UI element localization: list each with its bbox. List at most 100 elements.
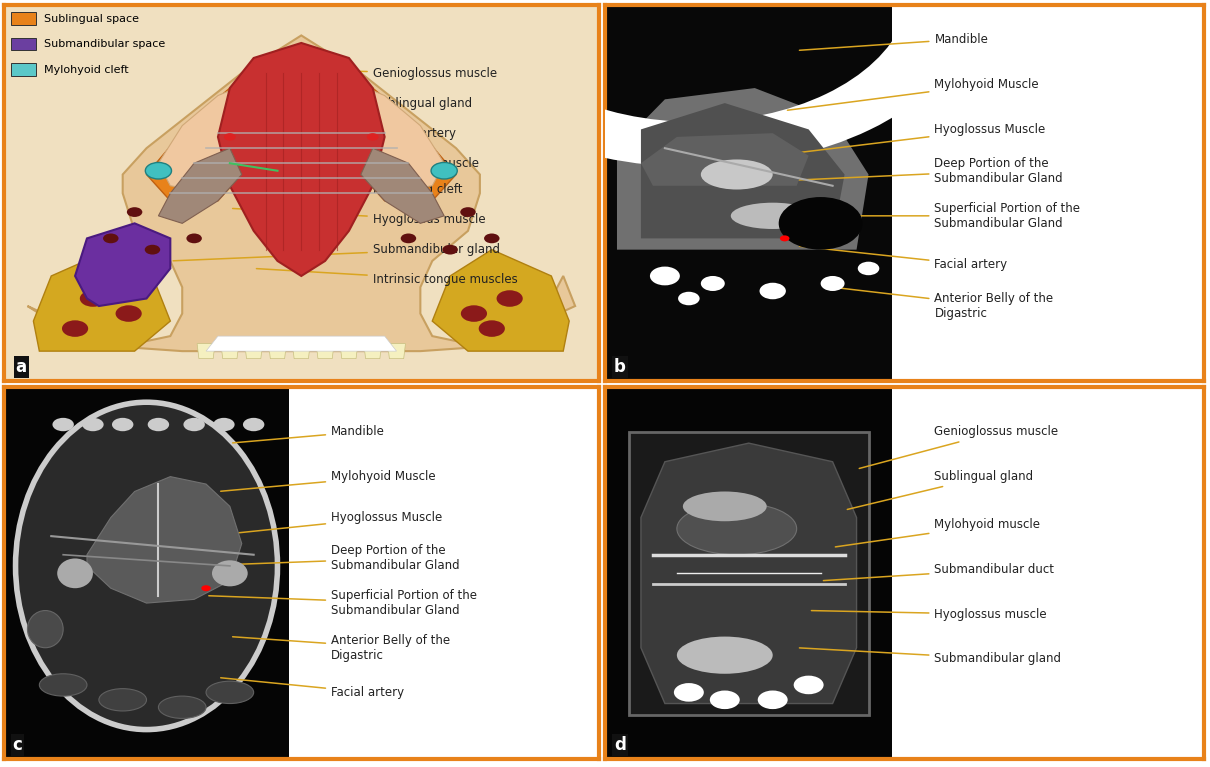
Ellipse shape xyxy=(99,689,146,711)
Circle shape xyxy=(243,418,264,431)
Circle shape xyxy=(186,233,202,243)
Text: a: a xyxy=(16,357,27,376)
Text: Submandibular duct: Submandibular duct xyxy=(823,563,1054,581)
Text: Mylohyoid cleft: Mylohyoid cleft xyxy=(244,182,462,196)
Circle shape xyxy=(224,133,236,140)
Text: Mylohyoid muscle: Mylohyoid muscle xyxy=(835,518,1041,547)
Polygon shape xyxy=(316,344,334,359)
Bar xyxy=(605,387,893,759)
Ellipse shape xyxy=(701,160,773,189)
Polygon shape xyxy=(641,443,857,703)
Polygon shape xyxy=(218,43,385,276)
Circle shape xyxy=(367,133,379,140)
Text: Hyoglossus muscle: Hyoglossus muscle xyxy=(812,607,1047,621)
Text: Submandibular gland: Submandibular gland xyxy=(173,243,500,261)
Polygon shape xyxy=(293,344,310,359)
Circle shape xyxy=(145,163,172,179)
Polygon shape xyxy=(641,133,808,186)
Wedge shape xyxy=(417,21,973,167)
Polygon shape xyxy=(432,250,569,351)
Polygon shape xyxy=(641,103,845,239)
Circle shape xyxy=(127,207,143,217)
Circle shape xyxy=(479,321,505,337)
Text: Sublingual gland: Sublingual gland xyxy=(847,470,1033,509)
Polygon shape xyxy=(146,73,265,201)
Text: Sublingual space: Sublingual space xyxy=(44,14,139,24)
Circle shape xyxy=(52,418,74,431)
Circle shape xyxy=(710,690,739,709)
Text: Hyoglossus Muscle: Hyoglossus Muscle xyxy=(776,123,1045,156)
Ellipse shape xyxy=(682,492,767,522)
Circle shape xyxy=(674,683,704,702)
Text: Genioglossus muscle: Genioglossus muscle xyxy=(269,67,497,80)
Circle shape xyxy=(113,418,133,431)
Bar xyxy=(4,387,289,759)
Polygon shape xyxy=(269,344,287,359)
Ellipse shape xyxy=(159,696,206,719)
Text: Genioglossus muscle: Genioglossus muscle xyxy=(859,426,1059,469)
Polygon shape xyxy=(387,344,405,359)
Circle shape xyxy=(145,245,160,255)
Text: Hyoglossus muscle: Hyoglossus muscle xyxy=(232,209,485,226)
Ellipse shape xyxy=(28,611,63,647)
Ellipse shape xyxy=(40,673,87,696)
Circle shape xyxy=(201,585,211,591)
Polygon shape xyxy=(87,476,242,603)
Polygon shape xyxy=(338,81,444,193)
Polygon shape xyxy=(28,35,575,351)
Text: Intrinsic tongue muscles: Intrinsic tongue muscles xyxy=(257,268,518,286)
Text: b: b xyxy=(613,357,626,376)
Text: Deep Portion of the
Submandibular Gland: Deep Portion of the Submandibular Gland xyxy=(757,156,1064,185)
Circle shape xyxy=(858,262,880,275)
Text: Anterior Belly of the
Digastric: Anterior Belly of the Digastric xyxy=(835,288,1054,320)
Bar xyxy=(605,5,893,381)
Text: d: d xyxy=(613,736,626,754)
Circle shape xyxy=(779,197,863,250)
Text: Anterior Belly of the
Digastric: Anterior Belly of the Digastric xyxy=(232,634,450,662)
Circle shape xyxy=(431,163,457,179)
Circle shape xyxy=(484,233,500,243)
Polygon shape xyxy=(206,336,397,351)
Text: Mylohyoid muscle: Mylohyoid muscle xyxy=(257,156,479,170)
Circle shape xyxy=(460,207,476,217)
Text: Hyoglossus Muscle: Hyoglossus Muscle xyxy=(209,511,443,536)
Ellipse shape xyxy=(676,637,773,673)
Ellipse shape xyxy=(206,681,254,703)
Ellipse shape xyxy=(16,402,277,729)
FancyBboxPatch shape xyxy=(11,63,36,76)
Circle shape xyxy=(496,290,523,307)
Polygon shape xyxy=(159,81,265,193)
Polygon shape xyxy=(221,344,238,359)
Circle shape xyxy=(82,418,104,431)
Text: Facial artery: Facial artery xyxy=(800,246,1008,272)
Circle shape xyxy=(80,290,106,307)
Polygon shape xyxy=(617,88,869,250)
Polygon shape xyxy=(34,250,171,351)
Text: Mandible: Mandible xyxy=(800,33,989,51)
Circle shape xyxy=(701,276,725,291)
Text: c: c xyxy=(12,736,23,754)
Text: Facial artery: Facial artery xyxy=(220,678,404,699)
Polygon shape xyxy=(340,344,358,359)
Text: Submandibular space: Submandibular space xyxy=(44,39,166,49)
Text: Superficial Portion of the
Submandibular Gland: Superficial Portion of the Submandibular… xyxy=(209,589,477,617)
Circle shape xyxy=(184,418,204,431)
Text: Lingual artery: Lingual artery xyxy=(269,127,456,140)
Polygon shape xyxy=(75,223,171,306)
Circle shape xyxy=(443,245,457,255)
Circle shape xyxy=(401,233,416,243)
Circle shape xyxy=(650,267,680,285)
Polygon shape xyxy=(629,432,869,715)
Text: Mylohyoid Muscle: Mylohyoid Muscle xyxy=(220,470,436,491)
Circle shape xyxy=(213,418,235,431)
Text: Sublingual gland: Sublingual gland xyxy=(269,97,472,110)
Circle shape xyxy=(148,418,169,431)
Polygon shape xyxy=(361,148,444,223)
FancyBboxPatch shape xyxy=(11,38,36,51)
Text: Mandible: Mandible xyxy=(232,426,385,443)
Text: Superficial Portion of the
Submandibular Gland: Superficial Portion of the Submandibular… xyxy=(788,202,1081,230)
Ellipse shape xyxy=(212,561,248,586)
Circle shape xyxy=(760,283,785,299)
Circle shape xyxy=(794,676,824,694)
Polygon shape xyxy=(244,344,263,359)
